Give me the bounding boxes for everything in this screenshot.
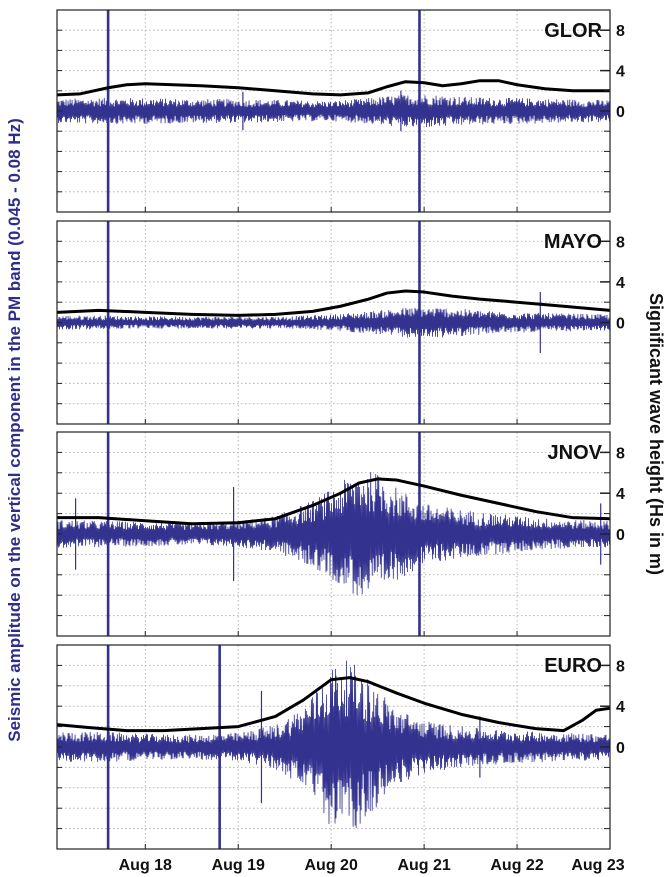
x-tick-label: Aug 18: [119, 857, 172, 874]
x-axis: Aug 18 Aug 19 Aug 20 Aug 21 Aug 22 Aug 23: [119, 857, 625, 874]
panel-glor: 0 4 8 GLOR: [56, 9, 625, 213]
right-tick-label: 0: [616, 527, 625, 544]
panel-jnov: 0 4 8 JNOV: [56, 431, 625, 637]
station-label: MAYO: [544, 231, 602, 253]
right-tick-label: 8: [616, 658, 625, 675]
left-axis-label: Seismic amplitude on the vertical compon…: [5, 118, 24, 741]
grid: [57, 432, 610, 636]
x-tick-label: Aug 20: [305, 857, 358, 874]
wave-height-line: [57, 477, 610, 526]
station-label: JNOV: [548, 442, 603, 464]
wave-height-line: [57, 289, 610, 317]
x-tick-label: Aug 23: [571, 857, 624, 874]
seismic-trace: [57, 660, 610, 829]
panel-euro: 0 4 8 EURO: [56, 644, 625, 850]
right-tick-label: 8: [616, 234, 625, 251]
x-tick-label: Aug 22: [490, 857, 543, 874]
x-tick-label: Aug 21: [397, 857, 450, 874]
x-tick-label: Aug 19: [212, 857, 265, 874]
station-label: EURO: [544, 655, 602, 677]
seismic-trace: [57, 472, 610, 595]
right-tick-label: 4: [616, 486, 625, 503]
right-tick-label: 0: [616, 104, 625, 121]
panel-mayo: 0 4 8 MAYO: [56, 220, 625, 425]
right-tick-label: 4: [616, 275, 625, 292]
right-tick-label: 8: [616, 445, 625, 462]
wave-height-line: [57, 676, 610, 733]
wave-height-line: [57, 79, 610, 97]
seismic-trace: [57, 307, 610, 338]
station-label: GLOR: [544, 20, 602, 42]
right-tick-label: 4: [616, 64, 625, 81]
panels-layer: 0 4 8 GLOR 0 4 8 MAYO 0 4 8 JNOV 0 4 8 EURO: [56, 9, 625, 850]
right-tick-label: 0: [616, 740, 625, 757]
seismic-trace: [57, 95, 610, 128]
right-tick-label: 4: [616, 699, 625, 716]
right-tick-label: 0: [616, 316, 625, 333]
right-axis-label: Significant wave height (Hs in m): [646, 293, 666, 575]
right-tick-label: 8: [616, 23, 625, 40]
